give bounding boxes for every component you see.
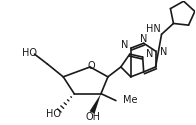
Text: HO: HO — [22, 48, 37, 58]
Text: HN: HN — [146, 24, 161, 34]
Text: N: N — [140, 34, 147, 44]
Text: Me: Me — [123, 95, 137, 105]
Text: OH: OH — [85, 112, 101, 122]
Text: O: O — [87, 61, 95, 71]
Text: N: N — [121, 40, 129, 50]
Text: N: N — [160, 47, 167, 57]
Text: N: N — [146, 49, 153, 59]
Polygon shape — [90, 94, 101, 114]
Text: HO: HO — [46, 109, 61, 119]
